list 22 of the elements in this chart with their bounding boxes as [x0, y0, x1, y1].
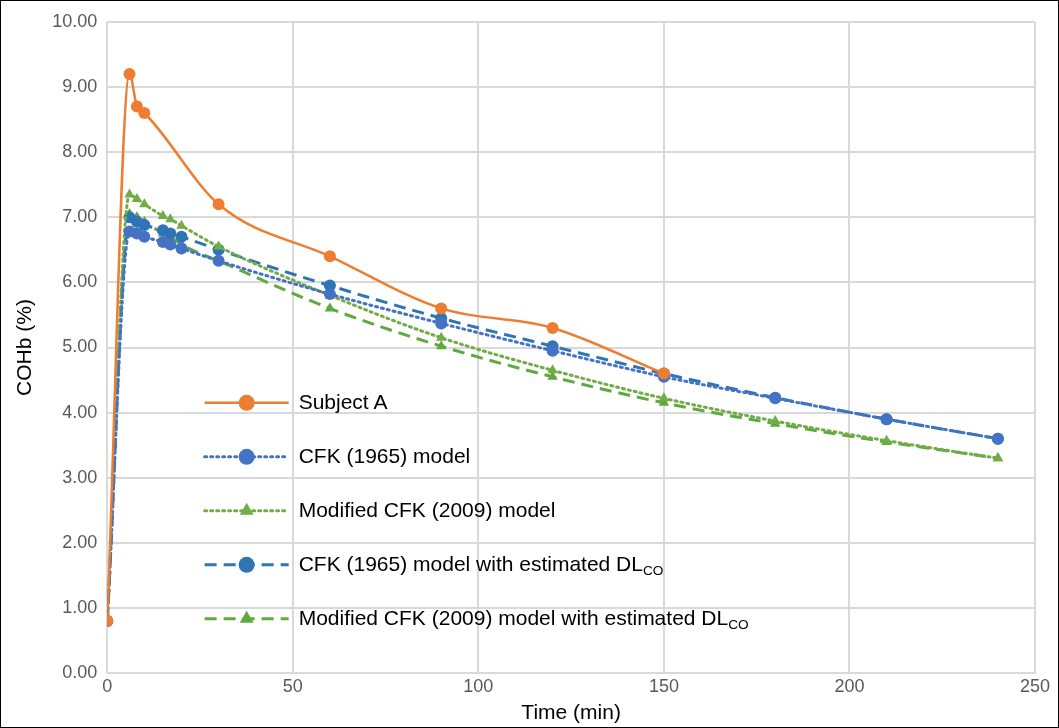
- y-axis-title: COHb (%): [12, 299, 36, 396]
- y-tick-label: 2.00: [62, 531, 98, 552]
- y-tick-label: 10.00: [52, 10, 98, 31]
- x-tick-label: 150: [648, 675, 679, 696]
- y-tick-label: 9.00: [62, 75, 98, 96]
- y-tick-label: 0.00: [62, 662, 98, 683]
- legend-label: Subject A: [298, 389, 388, 413]
- x-tick-label: 50: [282, 675, 303, 696]
- y-tick-label: 6.00: [62, 271, 98, 292]
- y-tick-label: 3.00: [62, 466, 98, 487]
- y-tick-label: 4.00: [62, 401, 98, 422]
- x-axis-title: Time (min): [521, 700, 621, 724]
- y-tick-label: 5.00: [62, 336, 98, 357]
- x-tick-label: 0: [102, 675, 113, 696]
- x-tick-label: 200: [834, 675, 865, 696]
- legend-label: CFK (1965) model: [298, 443, 471, 467]
- x-tick-label: 100: [463, 675, 494, 696]
- y-tick-label: 8.00: [62, 141, 98, 162]
- y-tick-label: 1.00: [62, 597, 98, 618]
- legend-label: Modified CFK (2009) model: [298, 497, 556, 521]
- y-tick-label: 7.00: [62, 206, 98, 227]
- x-tick-label: 250: [1019, 675, 1051, 696]
